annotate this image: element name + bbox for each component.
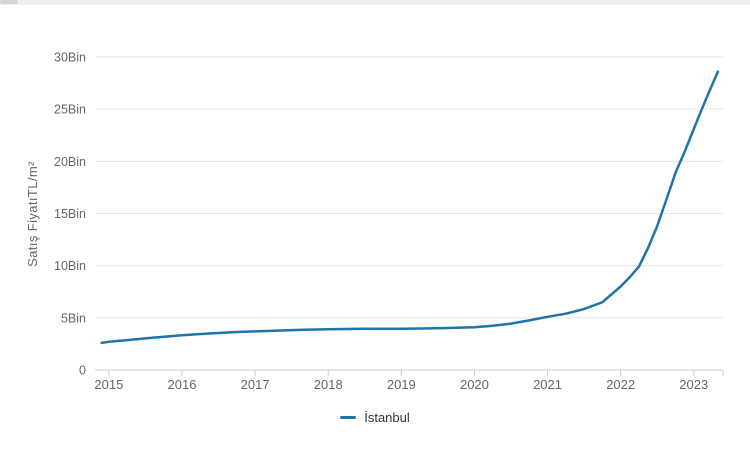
series-line-istanbul[interactable] bbox=[100, 70, 720, 345]
y-tick-label: 30Bin bbox=[54, 51, 86, 65]
legend-item-istanbul[interactable]: İstanbul bbox=[340, 410, 410, 425]
y-axis-title: Satış FiyatıTL/m² bbox=[25, 161, 40, 267]
x-tick-label: 2016 bbox=[168, 377, 197, 392]
x-tick-label: 2021 bbox=[533, 377, 562, 392]
x-tick-label: 2019 bbox=[387, 377, 416, 392]
legend-label: İstanbul bbox=[364, 410, 410, 425]
y-tick-label: 0 bbox=[79, 364, 86, 378]
x-tick-label: 2017 bbox=[241, 377, 270, 392]
horizontal-scrollbar-track[interactable] bbox=[0, 0, 750, 5]
horizontal-scrollbar-thumb[interactable] bbox=[0, 0, 18, 4]
line-series-marker-icon bbox=[340, 416, 357, 419]
x-tick-label: 2018 bbox=[314, 377, 343, 392]
x-tick-label: 2022 bbox=[606, 377, 635, 392]
x-tick-label: 2020 bbox=[460, 377, 489, 392]
x-tick-label: 2023 bbox=[679, 377, 708, 392]
y-tick-label: 15Bin bbox=[54, 207, 86, 221]
y-tick-label: 10Bin bbox=[54, 259, 86, 273]
legend: İstanbul bbox=[0, 410, 750, 425]
x-tick-label: 2015 bbox=[94, 377, 123, 392]
y-tick-label: 25Bin bbox=[54, 103, 86, 117]
y-tick-label: 5Bin bbox=[61, 311, 86, 325]
y-tick-label: 20Bin bbox=[54, 155, 86, 169]
